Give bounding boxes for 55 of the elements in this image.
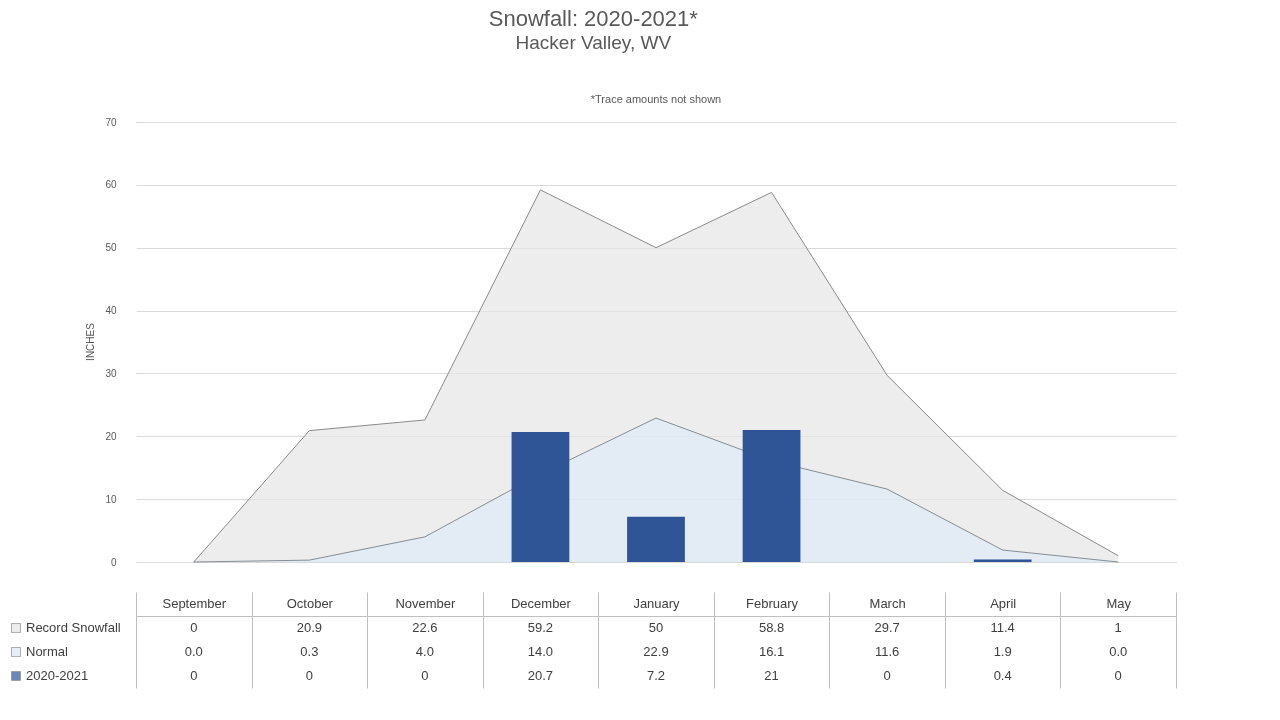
data-label: 0.3: [300, 644, 319, 659]
data-label: 4.0: [415, 644, 434, 659]
data-label: 1: [1114, 620, 1122, 635]
data-label: 59.2: [527, 620, 554, 635]
chart-subtitle: Hacker Valley, WV: [515, 32, 672, 53]
data-label: 21: [764, 668, 779, 683]
x-tick-label: February: [746, 595, 799, 611]
x-tick-label: May: [1106, 595, 1132, 611]
data-label: 22.6: [412, 620, 438, 635]
y-tick-label: 40: [105, 305, 117, 317]
text: *Trace amounts not shown: [590, 93, 722, 105]
data-label: 0: [190, 620, 198, 635]
bar: [511, 431, 570, 562]
y-tick-label: 60: [105, 179, 117, 191]
legend-label: Normal: [26, 644, 69, 659]
x-tick-label: November: [395, 595, 457, 611]
y-tick-label: 0: [110, 556, 117, 568]
data-label: 0.0: [184, 644, 203, 659]
chart-title: Snowfall: 2020-2021*: [488, 6, 699, 31]
data-label: 0: [421, 668, 429, 683]
data-label: 16.1: [758, 644, 785, 659]
data-label: 50: [648, 620, 664, 635]
data-label: 0: [305, 668, 313, 683]
data-label: 1.9: [993, 644, 1012, 659]
y-axis-title: INCHES: [85, 322, 96, 361]
data-label: 7.2: [646, 668, 666, 683]
data-label: 0: [190, 668, 198, 683]
data-label: 22.9: [643, 644, 669, 659]
data-label: 0.4: [993, 668, 1012, 683]
y-tick-label: 30: [105, 367, 117, 379]
data-label: 20.7: [527, 668, 554, 683]
y-tick-label: 20: [105, 430, 117, 442]
legend-label: 2020-2021: [26, 668, 89, 683]
bar: [973, 559, 1032, 562]
legend-label: Record Snowfall: [26, 620, 121, 635]
data-label: 11.6: [874, 644, 900, 659]
x-tick-label: March: [869, 595, 906, 611]
x-tick-label: April: [990, 595, 1017, 611]
x-tick-label: September: [162, 595, 227, 611]
data-label: 20.9: [296, 620, 322, 635]
bar: [742, 430, 801, 562]
x-tick-label: December: [510, 595, 572, 611]
data-label: 11.4: [990, 620, 1015, 635]
y-tick-label: 70: [105, 116, 117, 128]
y-tick-label: 10: [105, 493, 117, 505]
data-label: 0.0: [1109, 644, 1128, 659]
data-label: 0: [883, 668, 891, 683]
x-tick-label: January: [633, 595, 681, 611]
bar: [627, 516, 685, 562]
data-label: 29.7: [874, 620, 900, 635]
y-tick-label: 50: [105, 242, 117, 254]
data-label: 14.0: [527, 644, 554, 659]
data-label: 0: [1114, 668, 1122, 683]
x-tick-label: October: [286, 595, 334, 611]
data-label: 58.8: [758, 620, 785, 635]
